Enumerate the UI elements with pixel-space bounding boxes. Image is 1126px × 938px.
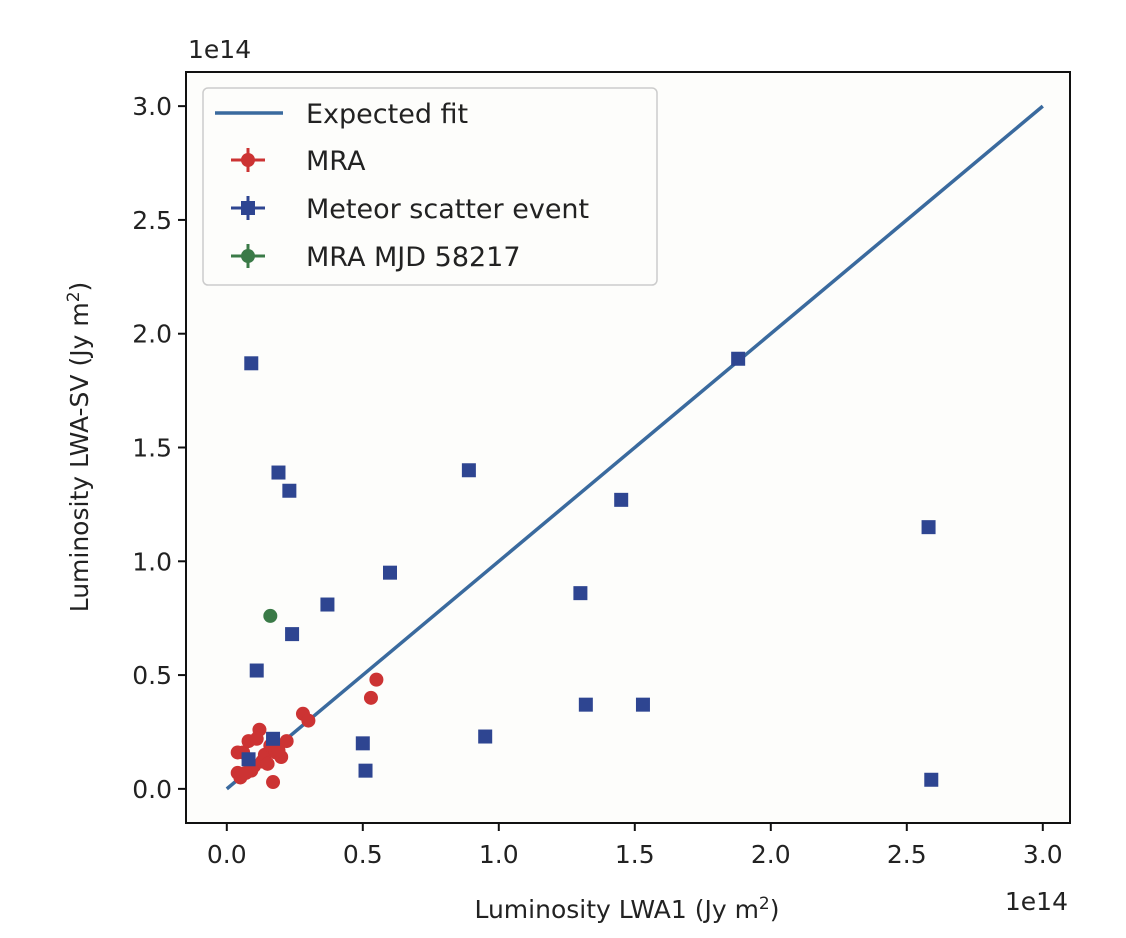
meteor-point (383, 565, 397, 580)
mra-point (279, 734, 294, 749)
mra-point (249, 731, 264, 746)
legend-mra-label: MRA (306, 146, 366, 177)
mra-point (260, 756, 275, 771)
axis-ticks: 0.0 0.5 1.0 1.5 2.0 2.5 3.0 0.0 0.5 1.0 1.5 2.0 2.5 3… (132, 92, 1062, 869)
x-axis-label: Luminosity LWA1 (Jy m2) (474, 894, 779, 924)
y-tick-label: 1.0 (132, 547, 172, 576)
meteor-point (241, 752, 256, 767)
meteor-point (285, 627, 300, 642)
x-tick-label: 2.0 (751, 840, 791, 869)
meteor-point (921, 520, 936, 535)
legend-meteor-label: Meteor scatter event (306, 194, 589, 225)
x-tick-label: 0.0 (207, 840, 247, 869)
legend-box (202, 87, 658, 286)
y-axis-label: Luminosity LWA-SV (Jy m2) (64, 282, 94, 613)
x-tick-label: 0.5 (343, 840, 383, 869)
legend-mra-58217-swatch (231, 244, 265, 268)
meteor-point (573, 586, 588, 601)
y-tick-label: 1.5 (132, 434, 172, 463)
mra-point (301, 713, 316, 728)
meteor-point (924, 772, 939, 787)
mra-point (271, 743, 286, 758)
mra-point (238, 765, 253, 780)
meteor-point (635, 697, 650, 712)
meteor-point (249, 663, 264, 678)
fit-line (225, 104, 1044, 791)
meteor-point (271, 465, 286, 480)
y-tick-label: 2.0 (132, 320, 172, 349)
meteor-point (355, 736, 370, 751)
mra-point (363, 690, 378, 705)
meteor-point (478, 729, 493, 744)
plot-frame (185, 71, 1071, 824)
x-tick-label: 2.5 (887, 840, 927, 869)
x-tick-label: 1.0 (479, 840, 519, 869)
mra-58217-point (263, 608, 278, 623)
y-tick-label: 2.5 (132, 206, 172, 235)
meteor-point (244, 356, 259, 371)
meteor-point (266, 731, 281, 746)
meteor-point (578, 697, 593, 712)
mra-point (230, 745, 245, 760)
legend-mra-58217-label: MRA MJD 58217 (306, 242, 521, 273)
y-offset-label: 1e14 (188, 35, 251, 64)
legend-fit-label: Expected fit (306, 99, 468, 130)
x-offset-label: 1e14 (1005, 887, 1068, 916)
legend-meteor-swatch (231, 196, 265, 220)
meteor-point (282, 483, 297, 498)
meteor-point (320, 597, 335, 612)
y-tick-label: 3.0 (132, 92, 172, 121)
y-tick-label: 0.0 (132, 775, 172, 804)
meteor-point (461, 463, 476, 478)
x-tick-label: 3.0 (1023, 840, 1063, 869)
y-tick-label: 0.5 (132, 661, 172, 690)
mra-point (369, 672, 384, 687)
data-marks (225, 104, 1044, 791)
legend: Expected fit MRA Meteor scatter event MR… (202, 87, 658, 286)
legend-mra-swatch (231, 148, 265, 172)
meteor-point (731, 351, 746, 366)
meteor-point (358, 763, 373, 778)
mra-point (266, 775, 281, 790)
meteor-point (614, 492, 629, 507)
x-tick-label: 1.5 (615, 840, 655, 869)
